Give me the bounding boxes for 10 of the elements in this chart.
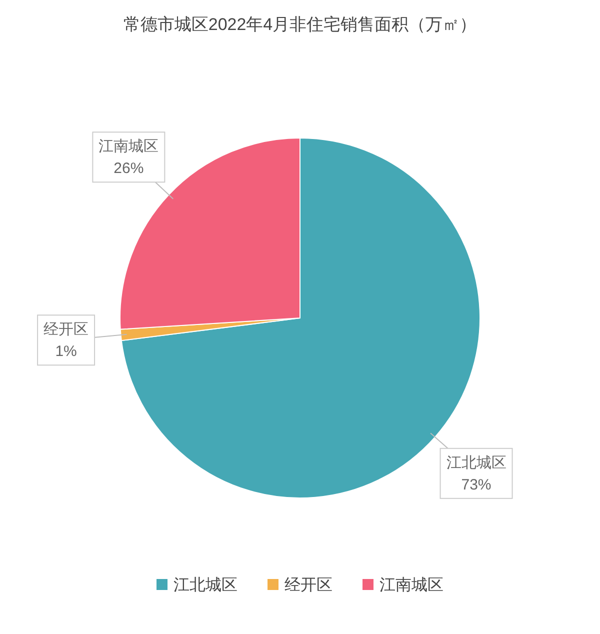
legend-label: 经开区 <box>284 577 332 594</box>
legend-label: 江北城区 <box>174 576 238 594</box>
slice-label: 江南城区 <box>98 138 159 156</box>
data-label: 1% <box>55 343 77 360</box>
data-label: 73% <box>461 476 492 494</box>
slice-label: 江北城区 <box>446 454 506 472</box>
title: 常德市城区2022年4月非住宅销售面积（万㎡） <box>123 15 477 34</box>
data-label: 26% <box>114 160 144 178</box>
slice-label: 经开区 <box>44 321 89 338</box>
legend-label: 江南城区 <box>380 576 444 594</box>
